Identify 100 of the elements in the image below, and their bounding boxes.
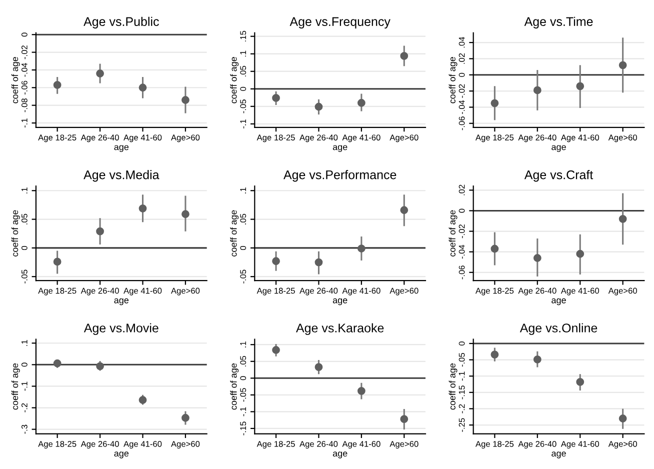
y-tick-label: -.2: [21, 403, 28, 412]
chart-title: Age vs.Online: [520, 323, 598, 335]
x-tick-label: Age 41-60: [342, 288, 380, 296]
y-axis-title: coeff of age: [448, 57, 458, 104]
y-tick-label: 0: [240, 86, 246, 91]
x-tick-label: Age 18-25: [256, 134, 295, 142]
y-tick-label: 0: [21, 246, 28, 250]
x-tick-label: Age 18-25: [38, 134, 76, 142]
x-tick-label: Age 41-60: [560, 440, 600, 449]
y-axis-title: coeff of age: [448, 363, 458, 410]
y-tick-label: -.3: [21, 424, 28, 434]
y-tick-label: -.05: [240, 100, 246, 114]
y-tick-label: -.06: [458, 266, 465, 280]
x-axis-title: age: [332, 298, 348, 306]
chart-title: Age vs.Craft: [524, 170, 594, 182]
x-tick-label: Age>60: [171, 134, 200, 142]
x-tick-label: Age 41-60: [124, 440, 162, 449]
y-axis-title: coeff of age: [230, 363, 239, 410]
y-tick-label: -.06: [21, 80, 28, 94]
y-tick-label: -.04: [21, 63, 28, 77]
x-tick-label: Age>60: [171, 440, 200, 449]
x-tick-label: Age>60: [171, 288, 200, 296]
y-tick-label: .02: [458, 53, 465, 64]
y-tick-label: -.1: [22, 382, 28, 391]
y-axis-title: coeff of age: [11, 57, 20, 104]
x-tick-label: Age 41-60: [124, 288, 162, 296]
x-axis-title: age: [552, 145, 566, 152]
y-tick-label: 0: [21, 32, 28, 37]
x-tick-label: Age 18-25: [475, 288, 514, 296]
x-axis-title: age: [114, 298, 129, 306]
y-tick-label: -.1: [22, 118, 28, 128]
x-tick-label: Age 26-40: [518, 288, 556, 296]
y-tick-label: 0: [240, 246, 246, 250]
y-tick-label: -.05: [21, 270, 28, 284]
chart-title: Age vs.Public: [84, 16, 159, 28]
x-tick-label: Age 26-40: [300, 440, 338, 449]
y-tick-label: .05: [21, 214, 28, 224]
y-axis-title: coeff of age: [230, 57, 239, 104]
y-tick-label: -.05: [240, 270, 246, 284]
x-tick-label: Age 18-25: [256, 440, 295, 449]
y-tick-label: -.02: [458, 84, 465, 98]
y-tick-label: .1: [240, 50, 246, 57]
y-tick-label: -.06: [458, 116, 465, 130]
y-tick-label: -.1: [240, 119, 246, 128]
chart-title: Age vs.Frequency: [290, 17, 390, 28]
chart-title: Age vs.Media: [84, 170, 160, 182]
y-tick-label: 0: [458, 72, 465, 77]
chart-title: Age vs.Performance: [283, 170, 396, 182]
x-tick-label: Age>60: [390, 440, 418, 449]
x-tick-label: Age 18-25: [38, 440, 76, 449]
y-tick-label: -.08: [21, 98, 28, 112]
x-tick-label: Age 41-60: [342, 440, 380, 449]
x-tick-label: Age 26-40: [300, 134, 338, 142]
y-tick-label: .05: [240, 66, 246, 76]
y-tick-label: -.1: [458, 372, 465, 381]
chart-title: Age vs.Karaoke: [296, 323, 384, 335]
y-tick-label: -.04: [458, 244, 465, 259]
chart-title: Age vs.Time: [524, 16, 593, 28]
x-tick-label: Age>60: [390, 134, 418, 142]
x-tick-label: Age>60: [608, 134, 637, 142]
y-tick-label: -.2: [458, 404, 465, 414]
x-tick-label: Age 26-40: [518, 134, 556, 142]
y-tick-label: -.15: [240, 422, 246, 436]
y-axis-title: coeff of age: [11, 363, 20, 410]
x-tick-label: Age>60: [390, 288, 418, 296]
y-tick-label: .15: [240, 30, 246, 42]
x-tick-label: Age 26-40: [300, 288, 338, 296]
y-tick-label: -.25: [458, 418, 465, 432]
y-axis-title: coeff of age: [230, 210, 239, 256]
y-tick-label: .1: [22, 340, 28, 346]
y-tick-label: -.04: [458, 100, 465, 114]
y-tick-label: -.1: [240, 407, 246, 416]
y-tick-label: 0: [458, 208, 465, 213]
y-tick-label: -.02: [21, 46, 28, 60]
x-tick-label: Age 26-40: [80, 288, 119, 296]
y-tick-label: .1: [22, 188, 28, 194]
x-axis-title: age: [552, 452, 566, 458]
y-tick-label: .04: [458, 36, 465, 48]
x-tick-label: Age 18-25: [38, 288, 76, 296]
x-tick-label: Age 41-60: [124, 134, 162, 142]
y-axis-title: coeff of age: [11, 210, 20, 256]
y-tick-label: -.05: [240, 388, 246, 402]
y-tick-label: -.02: [458, 224, 465, 238]
x-axis-title: age: [114, 145, 129, 152]
x-tick-label: Age 41-60: [560, 288, 600, 296]
y-tick-label: 0: [21, 362, 28, 367]
x-tick-label: Age 41-60: [342, 134, 380, 142]
y-tick-label: .05: [240, 214, 246, 224]
chart-title: Age vs.Movie: [84, 323, 158, 335]
x-tick-label: Age 26-40: [80, 440, 119, 449]
x-tick-label: Age 26-40: [518, 440, 556, 449]
y-tick-label: -.15: [458, 386, 465, 400]
x-tick-label: Age 18-25: [475, 134, 514, 142]
x-tick-label: Age>60: [608, 440, 637, 449]
y-tick-label: 0: [458, 342, 465, 346]
y-tick-label: .1: [240, 188, 246, 194]
x-tick-label: Age 41-60: [560, 134, 600, 142]
y-tick-label: 0: [240, 376, 246, 380]
y-tick-label: .05: [240, 356, 246, 366]
y-tick-label: -.05: [458, 352, 465, 367]
